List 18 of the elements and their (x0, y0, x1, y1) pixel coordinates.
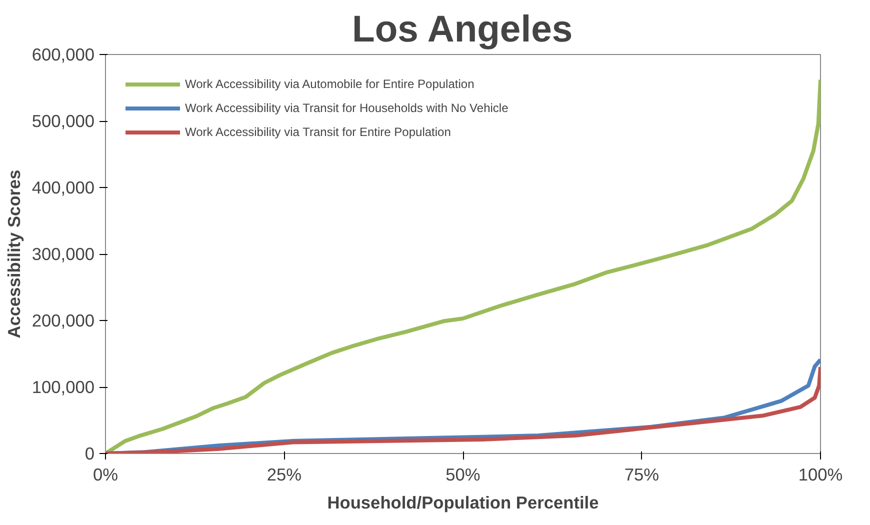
y-tick-label: 400,000 (32, 178, 95, 198)
y-tick-label: 500,000 (32, 111, 95, 131)
x-tick-label: 75% (624, 464, 660, 484)
legend-label: Work Accessibility via Transit for Entire Population (185, 125, 451, 139)
x-tick-label: 50% (446, 464, 480, 484)
y-tick-label: 600,000 (32, 44, 95, 64)
y-tick-label: 300,000 (32, 244, 95, 264)
x-tick-label: 0% (92, 464, 118, 484)
x-tick-label: 100% (798, 464, 843, 484)
y-tick-label: 200,000 (32, 310, 95, 330)
y-tick-label: 100,000 (32, 377, 95, 397)
chart-title: Los Angeles (352, 8, 573, 50)
y-tick-label: 0 (84, 444, 95, 464)
legend-label: Work Accessibility via Automobile for Entire Population (185, 77, 474, 91)
legend-label: Work Accessibility via Transit for Households with No Vehicle (185, 101, 508, 115)
x-axis-title: Household/Population Percentile (327, 492, 600, 512)
y-axis-title: Accessibility Scores (4, 170, 24, 338)
x-tick-label: 25% (266, 464, 302, 484)
